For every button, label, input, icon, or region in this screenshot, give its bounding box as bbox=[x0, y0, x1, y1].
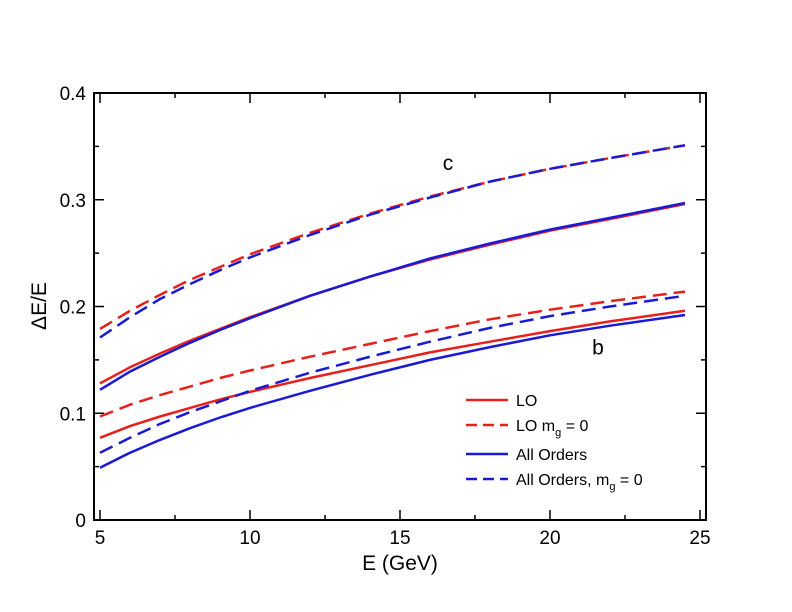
x-tick-label: 20 bbox=[539, 528, 560, 549]
series-line-7 bbox=[99, 313, 686, 469]
series-line-2 bbox=[99, 144, 686, 330]
series-line-5 bbox=[99, 309, 686, 439]
y-axis-label: ΔE/E bbox=[28, 282, 51, 330]
y-tick-label: 0.4 bbox=[60, 84, 87, 105]
x-axis-label: E (GeV) bbox=[362, 552, 438, 575]
y-tick-label: 0.2 bbox=[60, 298, 86, 319]
annotations: cb bbox=[443, 152, 604, 360]
curve-group-label: b bbox=[592, 337, 604, 360]
x-tick-label: 10 bbox=[239, 528, 260, 549]
x-tick-label: 15 bbox=[389, 528, 410, 549]
y-tick-label: 0.3 bbox=[60, 191, 86, 212]
legend-label: LO mg = 0 bbox=[516, 418, 588, 439]
series-line-3 bbox=[99, 201, 686, 391]
series-line-8 bbox=[99, 294, 686, 454]
x-tick-label: 5 bbox=[95, 528, 106, 549]
legend-label: All Orders, mg = 0 bbox=[516, 472, 643, 493]
tick-labels: 5 10 15 20 25 0 0.1 0.2 0.3 0.4 bbox=[60, 84, 711, 549]
x-tick-label: 25 bbox=[689, 528, 710, 549]
series-line-6 bbox=[99, 290, 686, 418]
y-tick-label: 0.1 bbox=[60, 404, 86, 425]
series-layer bbox=[99, 144, 686, 469]
legend-label: All Orders bbox=[516, 447, 587, 464]
legend: LO LO mg = 0 All Orders All Orders, mg = 0 bbox=[466, 393, 643, 493]
curve-group-label: c bbox=[443, 152, 454, 175]
ticks-layer bbox=[94, 92, 706, 521]
legend-label: LO bbox=[516, 393, 537, 410]
series-line-4 bbox=[99, 144, 686, 339]
y-tick-label: 0 bbox=[75, 511, 86, 532]
